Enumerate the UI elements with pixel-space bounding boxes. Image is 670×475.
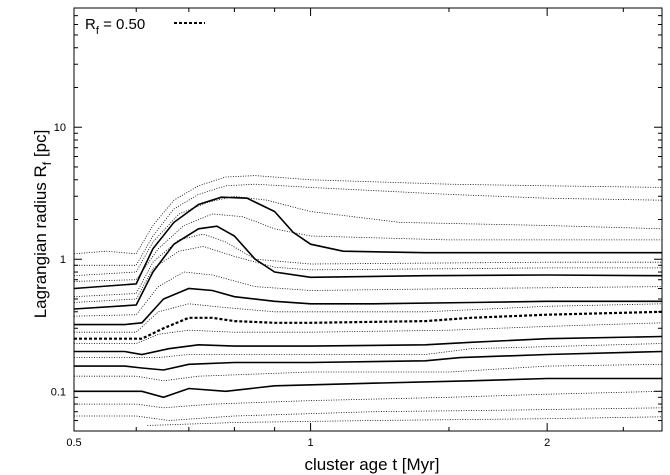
y-axis-title: Lagrangian radius Rf [pc] bbox=[31, 130, 54, 319]
series-line-8-dotted bbox=[73, 175, 663, 255]
y-tick-label: 10 bbox=[54, 122, 66, 134]
series-line-16-dotted bbox=[74, 322, 663, 344]
y-tick-label: 1 bbox=[60, 254, 66, 266]
series-layer bbox=[73, 175, 663, 426]
series-line-17-dotted bbox=[74, 343, 663, 358]
series-line-14-dotted bbox=[73, 271, 663, 317]
x-tick-label: 0.5 bbox=[66, 437, 81, 449]
x-tick-label: 1 bbox=[308, 437, 314, 449]
series-line-3-solid bbox=[74, 335, 663, 356]
series-line-5-solid bbox=[74, 287, 662, 326]
series-line-4-dashed bbox=[74, 310, 663, 340]
series-line-10-dotted bbox=[73, 195, 663, 277]
series-line-20-dotted bbox=[74, 407, 663, 421]
legend: Rf = 0.50 bbox=[85, 16, 205, 37]
x-tick-label: 2 bbox=[544, 437, 550, 449]
series-line-2-solid bbox=[74, 350, 663, 371]
tick-layer: 0.5 1 2 0.1 1 10 bbox=[51, 7, 662, 449]
series-line-19-dotted bbox=[74, 390, 663, 409]
legend-label: Rf = 0.50 bbox=[85, 16, 145, 37]
series-line-7-solid bbox=[73, 196, 662, 290]
series-line-12-dotted bbox=[73, 233, 662, 298]
series-line-21-dotted bbox=[147, 416, 663, 426]
x-axis-title: cluster age t [Myr] bbox=[304, 455, 439, 474]
plot-frame bbox=[73, 7, 663, 432]
series-line-6-solid bbox=[73, 225, 663, 310]
series-line-1-solid bbox=[74, 377, 662, 399]
series-line-11-dotted bbox=[73, 213, 662, 282]
series-line-18-dotted bbox=[74, 363, 663, 382]
y-tick-label: 0.1 bbox=[51, 386, 66, 398]
